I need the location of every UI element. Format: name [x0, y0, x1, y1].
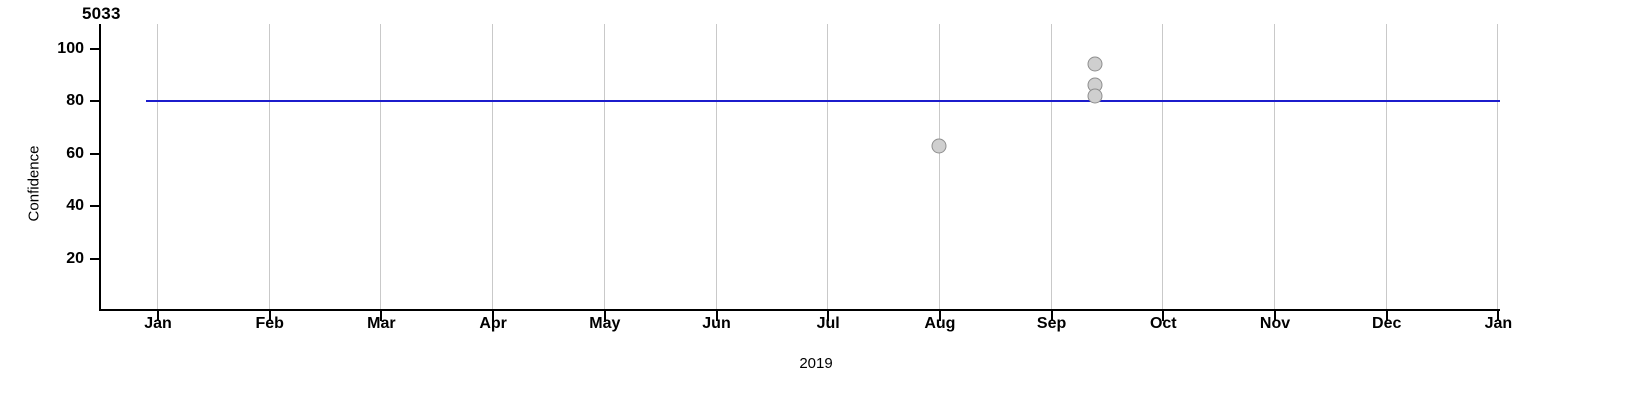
y-tick-mark — [90, 47, 99, 50]
y-tick-mark — [90, 205, 99, 207]
y-tick-mark — [90, 152, 99, 155]
y-tick-label: 20 — [66, 249, 84, 267]
y-axis-title: Confidence — [25, 145, 43, 222]
gridline-vertical — [827, 24, 829, 309]
scatter-point[interactable] — [931, 138, 947, 154]
gridline-vertical — [380, 24, 382, 309]
x-tick-label: Mar — [367, 315, 396, 332]
threshold-reference-line — [146, 100, 1500, 102]
gridline-vertical — [1050, 24, 1052, 309]
x-tick-mark — [157, 311, 159, 321]
chart-title: 5033 — [82, 4, 121, 23]
y-tick-label: 60 — [66, 144, 84, 162]
x-tick-label: Apr — [479, 315, 507, 332]
x-tick-mark — [715, 311, 718, 321]
y-axis-line — [99, 24, 101, 311]
y-tick-label: 40 — [66, 197, 84, 214]
x-tick-mark — [603, 311, 606, 321]
x-tick-label: Sep — [1036, 315, 1067, 332]
y-tick-mark — [90, 257, 99, 260]
x-tick-label: Jun — [702, 315, 731, 332]
y-tick-label: 100 — [57, 39, 84, 57]
x-tick-mark — [1162, 311, 1165, 321]
x-tick-label: Jan — [1484, 315, 1513, 332]
x-axis-line — [99, 309, 1500, 311]
x-tick-mark — [1497, 311, 1500, 321]
gridline-vertical — [492, 24, 494, 309]
x-tick-mark — [268, 311, 271, 321]
gridline-vertical — [1274, 24, 1275, 309]
scatter-point[interactable] — [1087, 56, 1103, 72]
x-axis-title-label: 2019 — [799, 355, 833, 372]
y-tick-mark — [90, 100, 99, 102]
gridline-vertical — [1162, 24, 1164, 309]
x-tick-mark — [827, 311, 830, 321]
gridline-vertical — [715, 24, 717, 309]
gridline-vertical — [1497, 24, 1499, 309]
gridline-vertical — [157, 24, 158, 309]
x-tick-label: Feb — [255, 315, 284, 332]
x-tick-label: Nov — [1259, 315, 1291, 332]
gridline-vertical — [268, 24, 270, 309]
x-tick-label: Oct — [1149, 315, 1177, 332]
x-tick-mark — [1050, 311, 1053, 321]
gridline-vertical — [938, 24, 940, 309]
x-tick-label: Dec — [1372, 315, 1402, 332]
x-tick-label: May — [589, 315, 621, 332]
x-tick-mark — [1274, 311, 1276, 321]
x-tick-mark — [1385, 311, 1388, 321]
gridline-vertical — [1385, 24, 1387, 309]
x-tick-label: Aug — [924, 315, 956, 332]
scatter-point[interactable] — [1087, 88, 1103, 104]
x-tick-mark — [380, 311, 383, 321]
x-tick-label: Jan — [144, 315, 172, 332]
x-tick-mark — [938, 311, 941, 321]
gridline-vertical — [603, 24, 605, 309]
y-tick-label: 80 — [66, 92, 84, 109]
x-tick-label: Jul — [816, 315, 840, 332]
x-tick-mark — [492, 311, 495, 321]
